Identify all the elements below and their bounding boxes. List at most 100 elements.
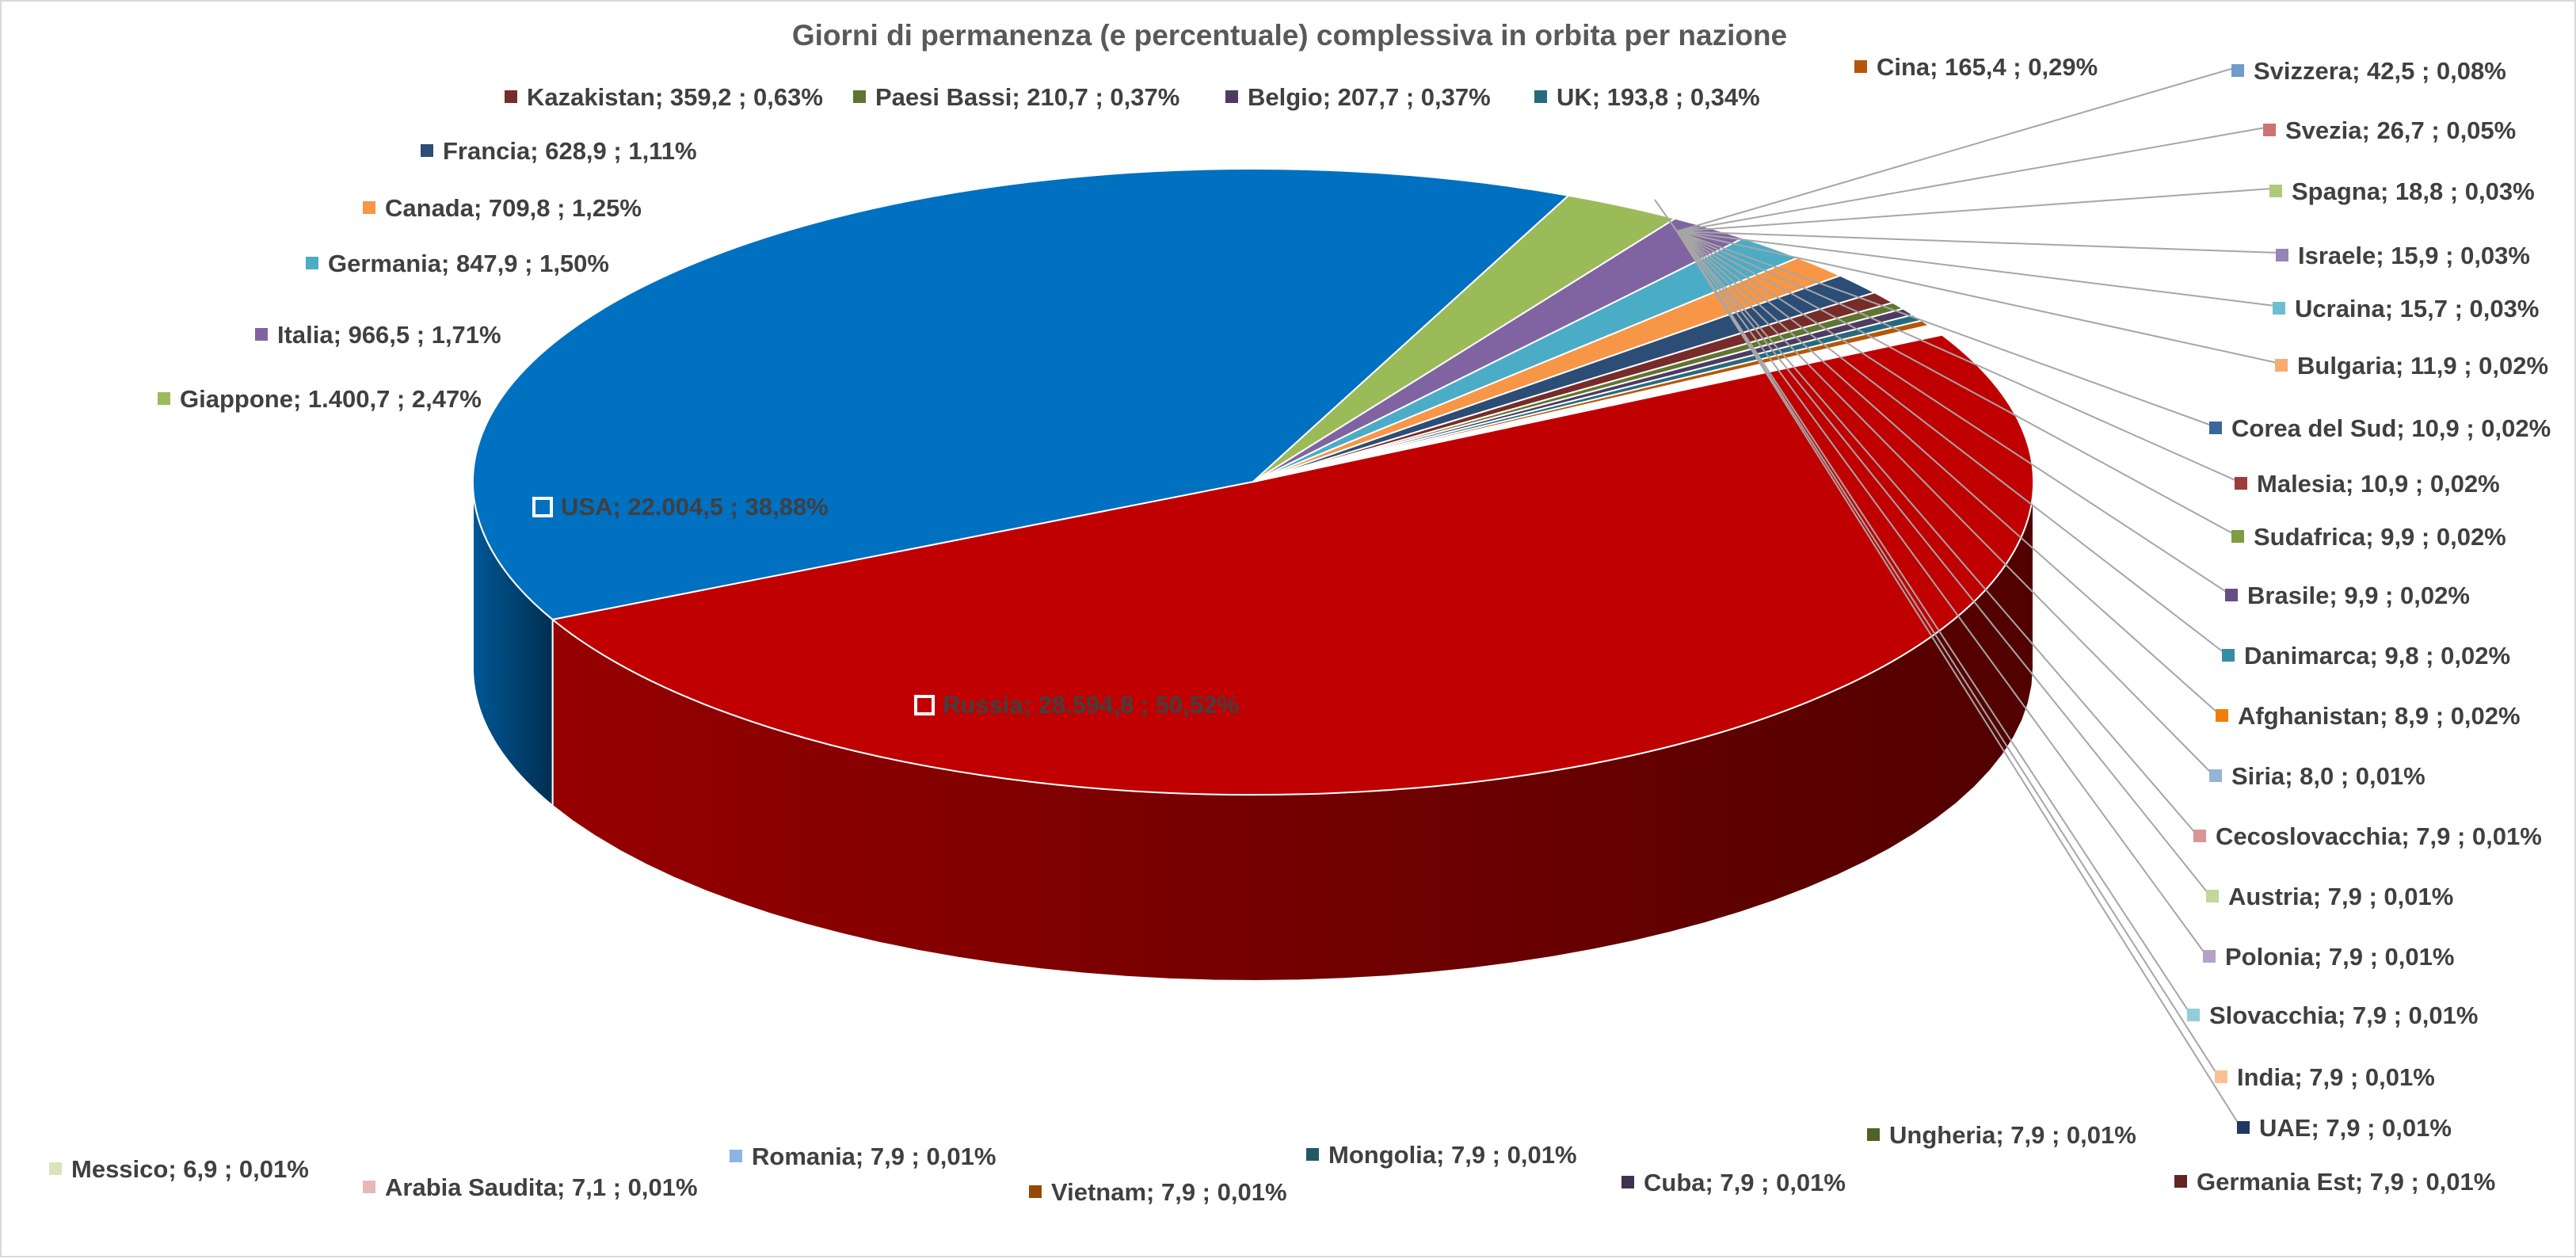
legend-key-paesi-bassi xyxy=(853,90,866,103)
label-text-afghanistan: Afghanistan; 8,9 ; 0,02% xyxy=(2238,702,2521,730)
label-text-israele: Israele; 15,9 ; 0,03% xyxy=(2298,242,2530,269)
legend-key-sudafrica xyxy=(2231,530,2244,543)
label-text-russia: Russia; 28.594,8 ; 50,52% xyxy=(943,691,1239,719)
data-label-uk: UK; 193,8 ; 0,34% xyxy=(1534,83,1760,111)
pie-slice-russia xyxy=(551,334,2035,796)
data-label-afghanistan: Afghanistan; 8,9 ; 0,02% xyxy=(2216,702,2521,730)
legend-key-ungheria xyxy=(1867,1128,1880,1141)
label-text-sudafrica: Sudafrica; 9,9 ; 0,02% xyxy=(2254,523,2506,551)
label-text-mongolia: Mongolia; 7,9 ; 0,01% xyxy=(1328,1141,1577,1169)
data-label-paesi-bassi: Paesi Bassi; 210,7 ; 0,37% xyxy=(853,83,1179,111)
data-label-usa: USA; 22.004,5 ; 38,88% xyxy=(532,493,829,521)
data-label-bulgaria: Bulgaria; 11,9 ; 0,02% xyxy=(2275,352,2548,380)
legend-key-uk xyxy=(1534,90,1547,103)
label-text-malesia: Malesia; 10,9 ; 0,02% xyxy=(2257,470,2500,498)
legend-key-afghanistan xyxy=(2216,709,2228,722)
data-label-corea-del-sud: Corea del Sud; 10,9 ; 0,02% xyxy=(2209,414,2551,442)
leader-line-corea-del-sud xyxy=(1676,231,2212,426)
legend-key-vietnam xyxy=(1029,1185,1042,1198)
leader-line-cina xyxy=(1654,199,1678,232)
leader-line-siria xyxy=(1676,231,2212,774)
legend-key-arabia-saudita xyxy=(363,1181,375,1193)
legend-key-russia xyxy=(914,695,935,715)
data-label-germania-est: Germania Est; 7,9 ; 0,01% xyxy=(2174,1168,2495,1196)
data-label-francia: Francia; 628,9 ; 1,11% xyxy=(421,137,697,165)
data-label-arabia-saudita: Arabia Saudita; 7,1 ; 0,01% xyxy=(363,1173,698,1201)
label-text-uk: UK; 193,8 ; 0,34% xyxy=(1557,83,1760,111)
label-text-svezia: Svezia; 26,7 ; 0,05% xyxy=(2285,116,2516,144)
legend-key-slovacchia xyxy=(2187,1009,2200,1021)
leader-lines xyxy=(1654,67,2279,1126)
leader-line-india xyxy=(1676,231,2218,1075)
legend-key-brasile xyxy=(2225,589,2238,601)
legend-key-canada xyxy=(363,201,375,214)
legend-key-ucraina xyxy=(2273,302,2285,315)
legend-key-mongolia xyxy=(1306,1148,1319,1161)
label-text-italia: Italia; 966,5 ; 1,71% xyxy=(277,321,501,349)
data-label-israele: Israele; 15,9 ; 0,03% xyxy=(2276,242,2530,269)
legend-key-danimarca xyxy=(2222,649,2235,662)
leader-line-svezia xyxy=(1676,127,2266,232)
label-text-ungheria: Ungheria; 7,9 ; 0,01% xyxy=(1889,1121,2136,1149)
data-label-brasile: Brasile; 9,9 ; 0,02% xyxy=(2225,582,2470,609)
label-text-cina: Cina; 165,4 ; 0,29% xyxy=(1877,53,2098,81)
legend-key-siria xyxy=(2209,769,2222,782)
label-text-germania: Germania; 847,9 ; 1,50% xyxy=(328,250,609,277)
label-text-paesi-bassi: Paesi Bassi; 210,7 ; 0,37% xyxy=(875,83,1179,111)
label-text-uae: UAE; 7,9 ; 0,01% xyxy=(2259,1114,2452,1142)
data-label-messico: Messico; 6,9 ; 0,01% xyxy=(49,1155,309,1183)
leader-line-cecoslovacchia xyxy=(1676,231,2197,834)
label-text-giappone: Giappone; 1.400,7 ; 2,47% xyxy=(180,385,482,413)
legend-key-bulgaria xyxy=(2275,359,2288,372)
data-label-austria: Austria; 7,9 ; 0,01% xyxy=(2206,883,2453,910)
data-label-spagna: Spagna; 18,8 ; 0,03% xyxy=(2269,177,2535,205)
label-text-cecoslovacchia: Cecoslovacchia; 7,9 ; 0,01% xyxy=(2216,822,2542,850)
label-text-svizzera: Svizzera; 42,5 ; 0,08% xyxy=(2254,57,2506,85)
label-text-corea-del-sud: Corea del Sud; 10,9 ; 0,02% xyxy=(2231,414,2551,442)
label-text-romania: Romania; 7,9 ; 0,01% xyxy=(752,1143,996,1170)
data-label-slovacchia: Slovacchia; 7,9 ; 0,01% xyxy=(2187,1001,2478,1029)
pie-slice-usa xyxy=(472,168,1571,620)
data-label-belgio: Belgio; 207,7 ; 0,37% xyxy=(1225,83,1491,111)
leader-line-austria xyxy=(1676,231,2209,895)
legend-key-spagna xyxy=(2269,185,2282,197)
legend-key-cuba xyxy=(1621,1176,1634,1188)
legend-key-kazakistan xyxy=(505,90,517,103)
legend-key-austria xyxy=(2206,890,2219,902)
label-text-cuba: Cuba; 7,9 ; 0,01% xyxy=(1644,1169,1846,1196)
label-text-arabia-saudita: Arabia Saudita; 7,1 ; 0,01% xyxy=(385,1173,698,1201)
data-labels: Russia; 28.594,8 ; 50,52% USA; 22.004,5 ;… xyxy=(49,53,2551,1206)
legend-key-germania-est xyxy=(2174,1175,2187,1188)
legend-key-malesia xyxy=(2235,477,2247,490)
pie-slice-messico xyxy=(1252,334,1945,483)
leader-line-polonia xyxy=(1676,231,2206,955)
data-label-cuba: Cuba; 7,9 ; 0,01% xyxy=(1621,1169,1846,1196)
leader-line-svizzera xyxy=(1676,67,2235,232)
label-text-vietnam: Vietnam; 7,9 ; 0,01% xyxy=(1051,1178,1287,1206)
legend-key-francia xyxy=(421,144,433,157)
data-label-cina: Cina; 165,4 ; 0,29% xyxy=(1854,53,2098,81)
label-text-belgio: Belgio; 207,7 ; 0,37% xyxy=(1248,83,1491,111)
leader-line-danimarca xyxy=(1676,231,2225,654)
legend-key-cina xyxy=(1854,60,1867,73)
leader-line-slovacchia xyxy=(1676,231,2190,1013)
legend-key-usa xyxy=(532,497,553,517)
legend-key-uae xyxy=(2237,1121,2250,1134)
chart-title: Giorni di permanenza (e percentuale) com… xyxy=(792,19,1787,52)
leader-line-afghanistan xyxy=(1676,231,2219,714)
leader-line-ucraina xyxy=(1676,231,2276,307)
label-text-francia: Francia; 628,9 ; 1,11% xyxy=(443,137,697,165)
legend-key-svizzera xyxy=(2231,64,2244,77)
label-text-slovacchia: Slovacchia; 7,9 ; 0,01% xyxy=(2209,1001,2478,1029)
legend-key-svezia xyxy=(2263,124,2276,136)
data-label-giappone: Giappone; 1.400,7 ; 2,47% xyxy=(158,385,482,413)
legend-key-polonia xyxy=(2203,950,2216,963)
data-label-svizzera: Svizzera; 42,5 ; 0,08% xyxy=(2231,57,2506,85)
data-label-danimarca: Danimarca; 9,8 ; 0,02% xyxy=(2222,642,2510,670)
legend-key-romania xyxy=(730,1150,742,1162)
data-label-mongolia: Mongolia; 7,9 ; 0,01% xyxy=(1306,1141,1577,1169)
legend-key-germania xyxy=(306,257,318,269)
leader-line-uae xyxy=(1676,231,2240,1126)
label-text-polonia: Polonia; 7,9 ; 0,01% xyxy=(2225,943,2454,971)
data-label-siria: Siria; 8,0 ; 0,01% xyxy=(2209,762,2425,790)
